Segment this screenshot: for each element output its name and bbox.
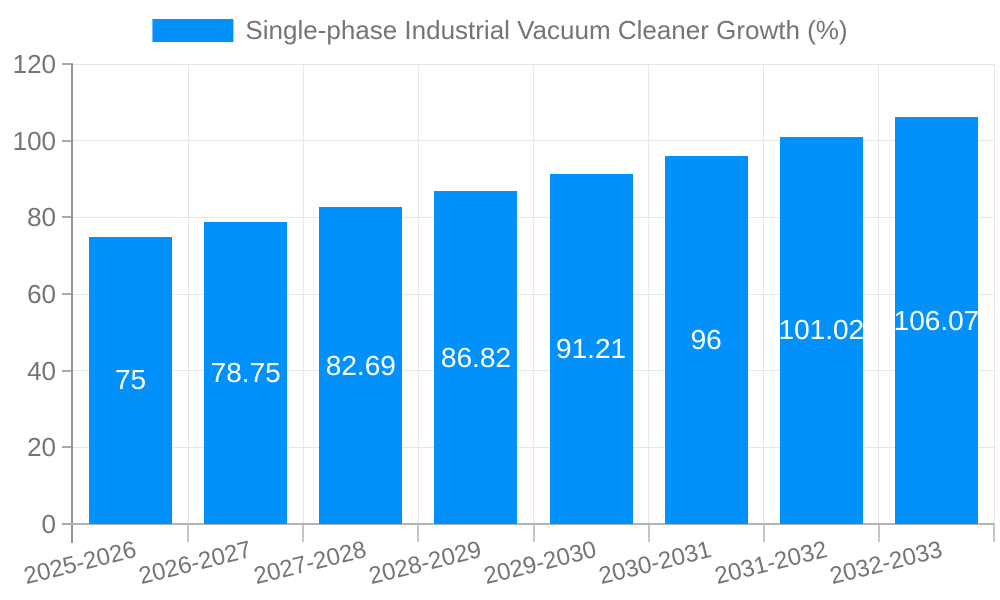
x-gridline	[763, 64, 765, 524]
bar	[319, 207, 403, 524]
x-tick-label: 2030-2031	[596, 536, 715, 590]
x-gridline	[187, 64, 189, 524]
x-gridline	[533, 64, 534, 524]
y-tick-label: 120	[12, 49, 56, 79]
x-tick-label: 2031-2032	[711, 536, 830, 590]
y-tick-label: 100	[12, 125, 56, 156]
y-tick-mark	[62, 523, 73, 525]
y-tick-mark	[62, 63, 73, 65]
x-tick-label: 2025-2026	[20, 536, 139, 590]
x-tick-label: 2027-2028	[251, 536, 370, 590]
bar-value-label: 82.69	[325, 349, 396, 381]
bar	[89, 236, 173, 524]
y-tick-mark	[62, 216, 73, 219]
x-gridline	[417, 64, 419, 524]
x-tick-mark	[417, 524, 420, 542]
x-tick-mark	[877, 524, 880, 542]
x-axis-line	[71, 523, 994, 525]
y-tick-mark	[62, 369, 73, 372]
x-tick-label: 2028-2029	[366, 536, 485, 590]
bar	[434, 191, 518, 524]
x-tick-mark	[993, 524, 995, 542]
bar-value-label: 75	[114, 364, 147, 396]
bar	[204, 222, 288, 524]
y-axis-line	[71, 64, 73, 543]
bar-value-label: 78.75	[210, 357, 281, 389]
bar	[549, 174, 633, 524]
x-gridline	[302, 64, 304, 524]
bar-value-label: 106.07	[893, 304, 980, 336]
bar-value-label: 96	[690, 324, 722, 355]
x-tick-label: 2026-2027	[136, 536, 254, 590]
legend-series-label: Single-phase Industrial Vacuum Cleaner G…	[245, 15, 848, 45]
x-tick-mark	[302, 524, 305, 542]
x-gridline	[648, 64, 650, 524]
legend-color-swatch	[152, 19, 234, 42]
x-gridline	[993, 64, 995, 524]
x-tick-mark	[532, 524, 535, 542]
x-tick-label: 2032-2033	[826, 536, 945, 590]
bar	[779, 136, 863, 524]
x-tick-mark	[187, 524, 190, 542]
y-tick-mark	[62, 139, 73, 142]
y-tick-label: 0	[41, 509, 56, 539]
x-gridline	[878, 64, 880, 524]
y-tick-mark	[62, 446, 73, 449]
y-tick-label: 40	[27, 355, 56, 386]
x-tick-mark	[647, 524, 650, 542]
y-tick-label: 80	[27, 202, 56, 233]
bar-value-label: 101.02	[778, 314, 865, 346]
bar	[894, 117, 978, 524]
chart-legend: Single-phase Industrial Vacuum Cleaner G…	[152, 15, 848, 45]
y-tick-label: 20	[27, 432, 56, 463]
x-tick-label: 2029-2030	[481, 536, 600, 590]
bar-value-label: 86.82	[440, 341, 511, 373]
x-tick-mark	[762, 524, 765, 542]
bar-value-label: 91.21	[556, 333, 627, 365]
y-tick-label: 60	[27, 279, 56, 309]
bar	[664, 156, 748, 524]
y-tick-mark	[62, 293, 73, 295]
